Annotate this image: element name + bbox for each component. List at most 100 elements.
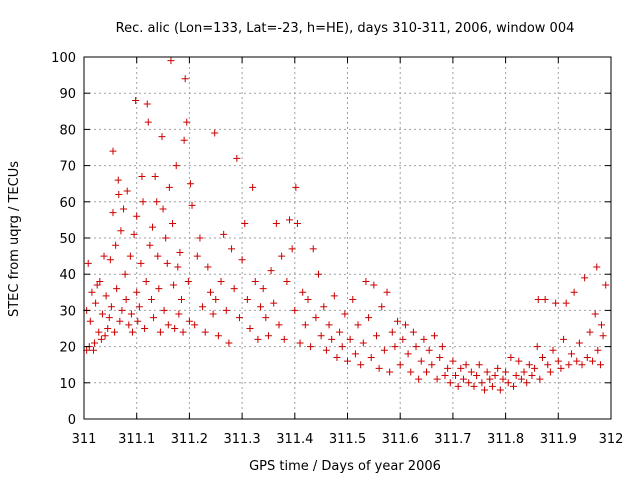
data-point (204, 263, 212, 271)
data-point (315, 270, 323, 278)
data-point (188, 201, 196, 209)
data-point (483, 368, 491, 376)
data-point (541, 296, 549, 304)
data-point (365, 314, 373, 322)
axes (83, 56, 612, 420)
data-point (160, 306, 168, 314)
x-tick-label: 311.5 (329, 432, 366, 447)
data-point (102, 292, 110, 300)
data-point (444, 364, 452, 372)
data-point (153, 198, 161, 206)
x-tick-label: 311.4 (276, 432, 313, 447)
data-point (357, 361, 365, 369)
data-point (430, 332, 438, 340)
data-point (301, 321, 309, 329)
data-point (169, 220, 177, 228)
data-point (565, 361, 573, 369)
x-tick-label: 311.9 (540, 432, 577, 447)
data-point (299, 288, 307, 296)
data-point (113, 285, 121, 293)
chart-title: Rec. alic (Lon=133, Lat=-23, h=HE), days… (116, 21, 575, 36)
data-point (118, 306, 126, 314)
data-point (473, 372, 481, 380)
data-point (407, 368, 415, 376)
data-point (133, 212, 141, 220)
data-point (549, 346, 557, 354)
data-point (598, 321, 606, 329)
data-point (370, 281, 378, 289)
data-point (396, 361, 404, 369)
data-point (116, 317, 124, 325)
data-point (272, 220, 280, 228)
data-point (257, 303, 265, 311)
data-point (156, 328, 164, 336)
data-point (481, 386, 489, 394)
data-point (172, 162, 180, 170)
x-tick-labels: 311 311.1 311.2 311.3 311.4 311.5 311.6 311.7 31… (72, 432, 624, 447)
x-tick-label: 311.2 (171, 432, 208, 447)
data-point (562, 299, 570, 307)
data-point (251, 277, 259, 285)
data-point (122, 296, 130, 304)
y-tick-label: 90 (59, 87, 76, 102)
data-point (296, 339, 304, 347)
data-point (151, 172, 159, 180)
data-point (459, 375, 467, 383)
data-point (123, 187, 131, 195)
data-point (507, 353, 515, 361)
data-point (243, 296, 251, 304)
data-point (457, 364, 465, 372)
y-tick-label: 60 (59, 196, 76, 211)
data-point (523, 379, 531, 387)
data-point (525, 361, 533, 369)
data-point (262, 314, 270, 322)
data-point (288, 245, 296, 253)
data-point (142, 277, 150, 285)
data-point (536, 375, 544, 383)
data-point (328, 335, 336, 343)
data-point (586, 328, 594, 336)
data-point (241, 220, 249, 228)
data-point (602, 281, 610, 289)
data-point (180, 136, 188, 144)
data-point (401, 321, 409, 329)
data-point (155, 285, 163, 293)
data-point (341, 310, 349, 318)
data-point (581, 274, 589, 282)
data-point (158, 133, 166, 141)
data-point (125, 321, 133, 329)
data-point (147, 296, 155, 304)
data-point (344, 357, 351, 365)
data-point (134, 317, 142, 325)
data-point (211, 129, 219, 137)
x-tick-label: 311.1 (118, 432, 155, 447)
data-point (114, 176, 122, 184)
data-point (278, 252, 286, 260)
data-point (362, 277, 370, 285)
data-point (312, 314, 320, 322)
data-point (462, 361, 470, 369)
data-point (167, 57, 175, 65)
data-point (109, 147, 117, 155)
y-tick-label: 100 (51, 51, 76, 66)
data-point (214, 332, 222, 340)
data-point (139, 198, 147, 206)
data-point (351, 350, 359, 358)
data-point (193, 252, 201, 260)
data-point (95, 328, 103, 336)
y-tick-label: 80 (59, 123, 76, 138)
data-point (209, 310, 217, 318)
data-point (338, 343, 346, 351)
data-point (206, 288, 214, 296)
data-point (185, 317, 193, 325)
y-tick-labels: 0 10 20 30 40 50 60 70 80 90 100 (51, 51, 76, 428)
data-point (496, 386, 504, 394)
data-point (184, 277, 192, 285)
data-point (89, 346, 97, 354)
data-point (504, 379, 512, 387)
data-point (191, 321, 199, 329)
data-point (270, 299, 278, 307)
data-point (454, 382, 462, 390)
data-point (502, 368, 510, 376)
data-point (159, 205, 167, 213)
